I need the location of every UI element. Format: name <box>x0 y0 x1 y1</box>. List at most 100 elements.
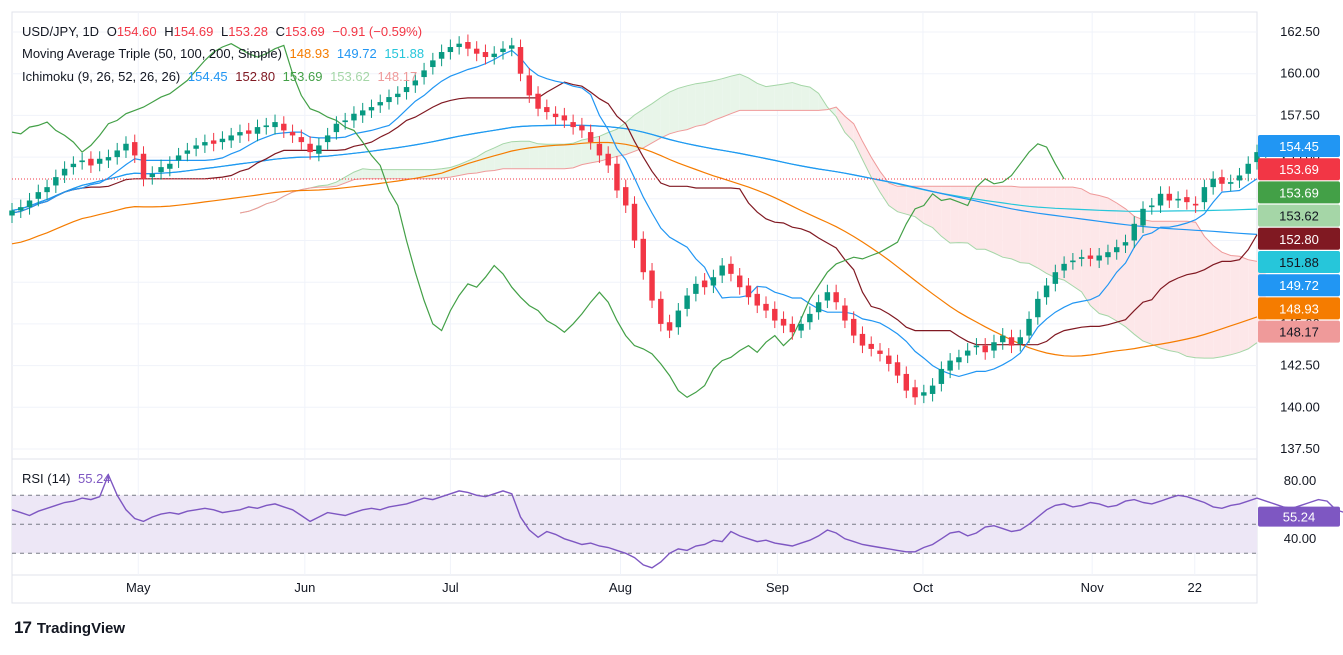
high-value: 154.69 <box>173 24 214 39</box>
open-label: O <box>106 24 117 39</box>
price-badge-text: 153.69 <box>1279 185 1319 200</box>
cloud-segment <box>573 140 582 168</box>
candle-body <box>1245 163 1251 174</box>
cloud-segment <box>660 92 670 138</box>
candle-body <box>736 275 743 288</box>
candle-body <box>850 318 857 336</box>
cloud-segment <box>1037 187 1047 274</box>
span-a-value: 153.62 <box>330 69 370 84</box>
candle-body <box>421 70 427 78</box>
close-label: C <box>275 24 286 39</box>
candle-body <box>26 200 33 208</box>
candle-body <box>281 123 287 131</box>
senkou-span-a-line <box>239 73 1258 359</box>
candle-body <box>18 207 24 211</box>
candle-body <box>1035 298 1041 318</box>
symbol-label[interactable]: USD/JPY, 1D <box>22 24 100 39</box>
rsi-pane <box>11 473 1343 569</box>
candle-body <box>105 157 112 161</box>
candle-body <box>1192 203 1199 206</box>
cloud-segment <box>389 169 398 179</box>
candle-body <box>237 132 243 136</box>
candle-body <box>246 130 252 134</box>
candle-body <box>158 167 164 173</box>
candle-body <box>359 110 366 116</box>
candle-body <box>1061 263 1067 271</box>
candle-body <box>693 283 699 294</box>
candle-body <box>228 135 234 141</box>
cloud-segment <box>678 85 688 132</box>
candle-body <box>517 47 524 74</box>
cloud-segment <box>774 84 784 111</box>
price-tick-label: 137.50 <box>1280 441 1320 456</box>
cloud-segment <box>581 138 591 165</box>
cloud-segment <box>546 144 556 169</box>
candle-body <box>570 122 576 128</box>
candle-body <box>316 145 322 154</box>
cloud-segment <box>397 169 407 179</box>
candle-body <box>140 153 147 179</box>
candle-body <box>666 322 673 331</box>
cloud-segment <box>713 78 723 121</box>
tenkan-value: 154.45 <box>187 69 228 84</box>
candle-body <box>728 263 734 274</box>
cloud-segment <box>502 141 512 169</box>
candle-body <box>1087 255 1094 259</box>
candle-body <box>833 292 839 303</box>
candle-body <box>1219 177 1225 184</box>
candle-body <box>491 53 497 58</box>
candle-body <box>1131 223 1137 241</box>
cloud-segment <box>1046 187 1056 278</box>
cloud-segment <box>634 109 644 152</box>
cloud-segment <box>424 169 433 179</box>
candle-body <box>324 135 331 143</box>
cloud-segment <box>441 167 451 178</box>
ma-legend[interactable]: Moving Average Triple (50, 100, 200, Sim… <box>22 46 428 61</box>
candle-body <box>815 302 822 313</box>
cloud-segment <box>704 80 714 125</box>
candle-body <box>1201 187 1208 203</box>
candle-body <box>649 270 655 301</box>
candle-body <box>254 127 261 134</box>
cloud-segment <box>722 76 731 118</box>
ichimoku-legend[interactable]: Ichimoku (9, 26, 52, 26, 26) 154.45 152.… <box>22 69 421 84</box>
cloud-segment <box>1195 222 1205 359</box>
change-value: −0.91 (−0.59%) <box>332 24 423 39</box>
candle-body <box>96 158 103 164</box>
candle-body <box>473 48 480 54</box>
cloud-segment <box>862 141 872 178</box>
candle-body <box>982 345 988 353</box>
cloud-segment <box>1002 186 1012 259</box>
candle-body <box>675 310 682 328</box>
candle-body <box>684 295 690 309</box>
candle-body <box>894 362 901 376</box>
candle-body <box>526 75 533 96</box>
brand-name: TradingView <box>36 619 126 637</box>
ma50-line <box>11 141 1258 357</box>
cloud-segment <box>1099 195 1108 316</box>
candle-body <box>79 160 85 163</box>
tradingview-brand[interactable]: 17 TradingView <box>14 618 125 638</box>
ichimoku-legend-label: Ichimoku (9, 26, 52, 26, 26) <box>22 69 181 84</box>
rsi-legend[interactable]: RSI (14) 55.24 <box>22 471 115 486</box>
candle-body <box>1149 205 1155 208</box>
candle-body <box>605 153 611 166</box>
candle-body <box>149 173 155 178</box>
tenkan-line <box>11 49 1258 378</box>
cloud-segment <box>327 182 337 188</box>
cloud-segment <box>529 141 539 169</box>
price-badge-text: 149.72 <box>1279 278 1319 293</box>
cloud-segment <box>616 122 626 157</box>
cloud-segment <box>362 168 372 179</box>
price-badge <box>1258 251 1340 273</box>
time-tick-label: Jun <box>294 580 315 595</box>
candle-body <box>298 137 305 143</box>
cloud-segment <box>1116 202 1126 327</box>
span-b-value: 148.17 <box>377 69 418 84</box>
candle-body <box>631 203 638 241</box>
cloud-segment <box>371 169 381 179</box>
candle-body <box>193 145 199 149</box>
candle-body <box>307 143 313 153</box>
